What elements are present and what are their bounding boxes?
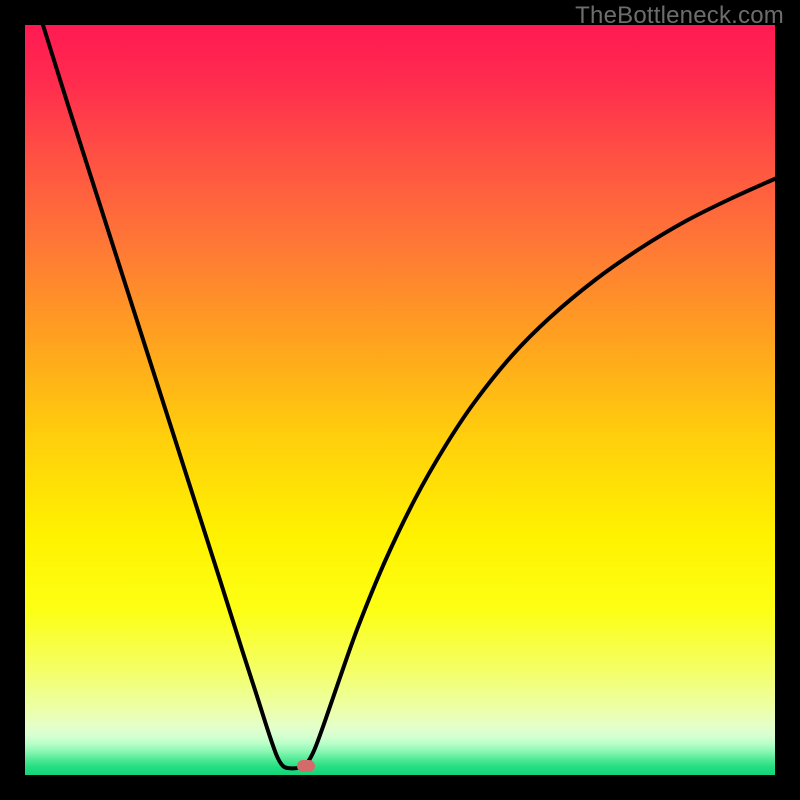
chart-frame: TheBottleneck.com [0, 0, 800, 800]
bottleneck-curve [25, 25, 775, 775]
plot-area [25, 25, 775, 775]
optimal-point-marker [297, 760, 315, 772]
